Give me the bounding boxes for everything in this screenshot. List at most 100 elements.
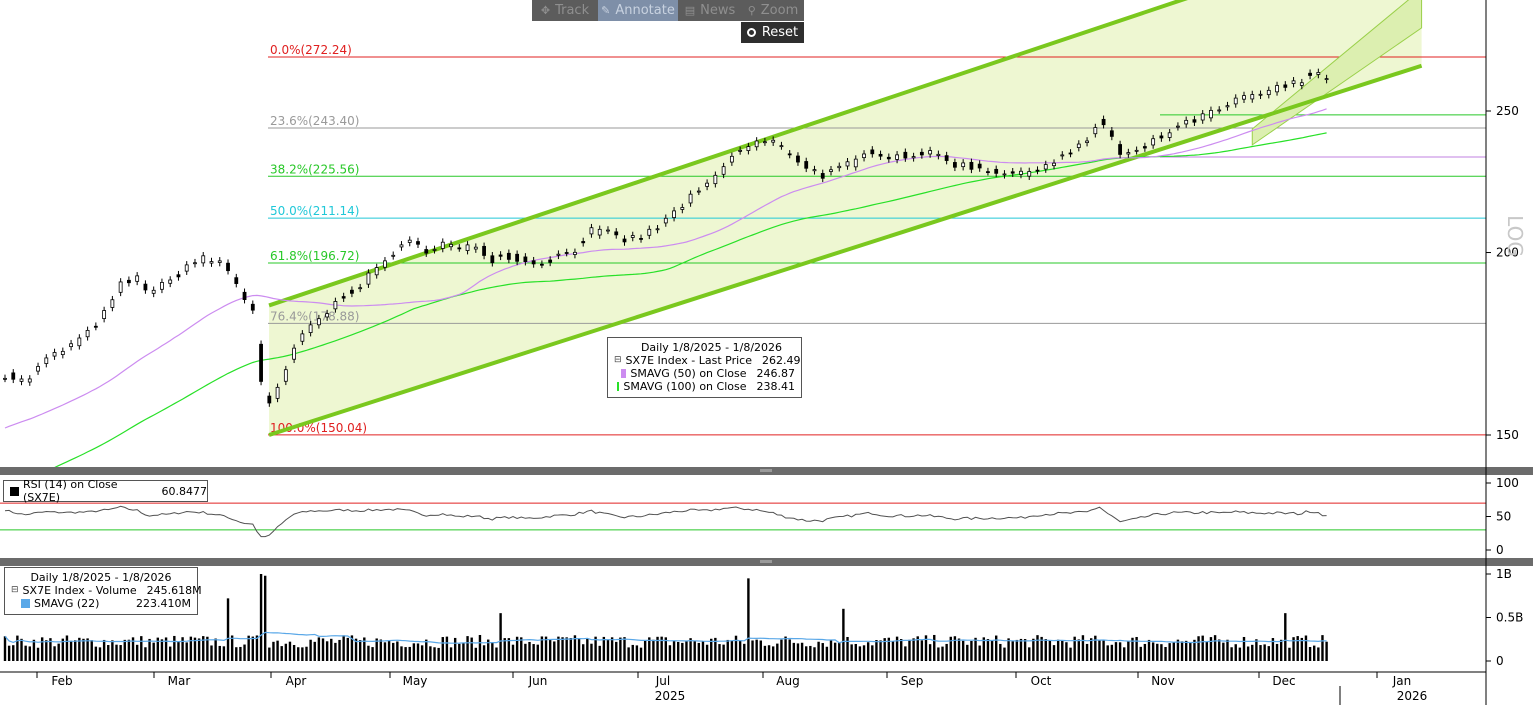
volume-bar (590, 643, 593, 661)
volume-bar (90, 640, 93, 661)
volume-bar (131, 637, 135, 661)
volume-bar (1304, 635, 1308, 661)
volume-bar (676, 641, 680, 661)
candle-body (721, 166, 726, 175)
candle-body (986, 171, 990, 174)
volume-bar (495, 647, 498, 661)
volume-bar (648, 637, 651, 661)
candle-body (44, 357, 49, 364)
volume-bar (520, 637, 523, 661)
volume-bar (1296, 636, 1299, 661)
volume-bar (1213, 635, 1217, 661)
volume-bar (561, 637, 564, 661)
volume-bar (805, 646, 808, 661)
volume-bar (1189, 642, 1192, 661)
candle-body (804, 161, 809, 169)
volume-bar (107, 645, 110, 661)
month-label: Dec (1272, 674, 1295, 688)
candle-body (69, 343, 73, 348)
candle-body (936, 153, 941, 156)
volume-bar (1321, 635, 1324, 661)
volume-bar (408, 646, 411, 661)
volume-bar (1061, 640, 1064, 661)
volume-bar (197, 638, 201, 661)
volume-bar (1118, 642, 1122, 661)
volume-bar (949, 636, 952, 661)
crosshair-icon: ✥ (540, 4, 551, 17)
candle-body (655, 228, 660, 231)
candle-body (283, 369, 288, 382)
candle-body (853, 158, 858, 168)
candle-body (27, 378, 32, 383)
volume-bar (1098, 640, 1101, 661)
volume-bar (222, 646, 226, 661)
rsi-tick-label: 0 (1496, 543, 1504, 557)
volume-bar (1238, 647, 1242, 661)
volume-bar (276, 640, 279, 661)
month-label: Jul (655, 674, 670, 688)
price-legend[interactable]: Daily 1/8/2025 - 1/8/2026 ⊟ SX7E Index - … (607, 337, 802, 398)
news-button[interactable]: ▤ News (684, 3, 736, 18)
candle-body (829, 169, 833, 172)
candle-body (1200, 113, 1205, 121)
volume-bar (656, 636, 659, 661)
candle-body (680, 207, 685, 210)
volume-bar (1308, 647, 1312, 661)
volume-bar (734, 635, 738, 661)
volume-bar (879, 640, 882, 661)
volume-bar (350, 635, 354, 661)
volume-bar (846, 636, 849, 661)
volume-bar (169, 646, 172, 661)
volume-bar (1271, 638, 1275, 661)
volume-bar (809, 645, 812, 661)
fib-label: 0.0%(272.24) (270, 43, 352, 57)
candle-body (135, 275, 140, 282)
volume-bar (763, 645, 767, 661)
track-button[interactable]: ✥ Track (540, 3, 590, 18)
volume-bar (239, 646, 242, 661)
candle-body (341, 296, 346, 299)
annotate-button[interactable]: ✎ Annotate (598, 0, 678, 21)
volume-bar (776, 643, 779, 661)
volume-bar (759, 640, 762, 661)
volume-bar (1242, 636, 1246, 661)
separator-handle (760, 469, 772, 472)
reset-button[interactable]: Reset (741, 22, 804, 43)
volume-legend[interactable]: Daily 1/8/2025 - 1/8/2026 ⊟ SX7E Index - … (4, 567, 202, 615)
candle-body (1291, 80, 1296, 84)
volume-bar (1048, 640, 1052, 661)
candle-body (1266, 89, 1271, 96)
volume-bar (49, 638, 52, 661)
candle-body (672, 210, 676, 218)
volume-bar (363, 637, 366, 661)
volume-bar (635, 645, 639, 661)
volume-bar (1197, 636, 1200, 661)
candle-body (705, 182, 709, 187)
volume-bar (945, 643, 948, 661)
volume-bar (1222, 642, 1225, 661)
candle-body (903, 151, 908, 159)
candle-body (308, 324, 313, 334)
rsi-tick-label: 50 (1496, 510, 1511, 524)
candle-body (878, 153, 883, 157)
candle-body (581, 241, 586, 244)
candle-body (589, 227, 594, 235)
volume-bar (74, 640, 77, 661)
volume-bar (383, 642, 387, 661)
volume-bar (1205, 641, 1209, 661)
rsi-legend[interactable]: RSI (14) on Close (SX7E) 60.8477 (3, 478, 208, 504)
volume-bar (1234, 644, 1237, 661)
volume-bar (1085, 643, 1089, 661)
volume-bar (1007, 638, 1010, 661)
volume-bar (1164, 646, 1167, 661)
candle-body (242, 291, 247, 300)
volume-bar (185, 642, 188, 661)
candle-body (209, 261, 214, 264)
candle-body (688, 193, 693, 204)
candle-body (168, 279, 173, 284)
volume-bar (338, 639, 341, 661)
zoom-button[interactable]: ⚲ Zoom (747, 3, 799, 18)
candle-body (1002, 173, 1007, 176)
volume-bar (53, 646, 56, 661)
